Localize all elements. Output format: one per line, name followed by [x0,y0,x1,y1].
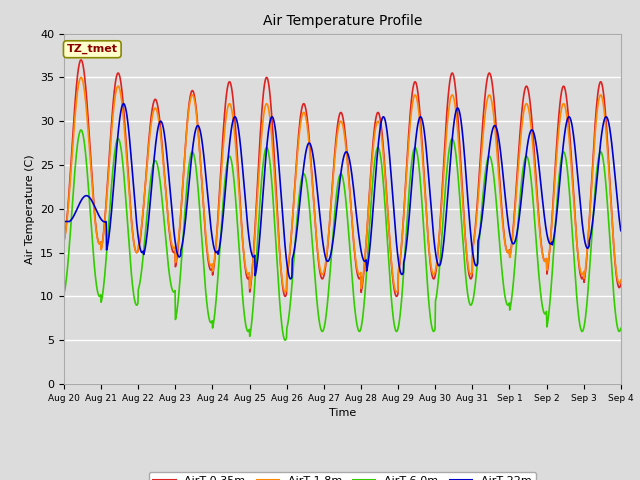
AirT 0.35m [171,249,179,255]
Line: AirT 22m: AirT 22m [64,104,621,279]
AirT 1.8m [77,74,85,80]
AirT 0.35m [392,293,400,299]
AirT 22m [429,232,437,238]
AirT 22m [246,245,254,251]
Text: TZ_tmet: TZ_tmet [67,44,118,54]
AirT 6.0m [171,288,179,294]
Y-axis label: Air Temperature (C): Air Temperature (C) [24,154,35,264]
Line: AirT 0.35m: AirT 0.35m [64,60,621,296]
AirT 1.8m [60,238,68,244]
AirT 6.0m [502,300,510,305]
AirT 6.0m [282,337,289,343]
AirT 1.8m [184,112,192,118]
AirT 6.0m [184,169,192,175]
AirT 6.0m [60,291,68,297]
AirT 22m [502,204,510,209]
AirT 1.8m [429,272,437,277]
AirT 0.35m [429,276,437,282]
Title: Air Temperature Profile: Air Temperature Profile [262,14,422,28]
AirT 1.8m [552,170,559,176]
AirT 0.35m [502,246,510,252]
AirT 6.0m [77,127,85,133]
AirT 0.35m [617,281,625,287]
AirT 6.0m [246,329,254,335]
AirT 0.35m [246,284,254,290]
AirT 6.0m [617,325,625,331]
AirT 22m [287,276,294,282]
Line: AirT 6.0m: AirT 6.0m [64,130,621,340]
AirT 22m [552,223,559,229]
AirT 1.8m [171,245,179,251]
AirT 22m [60,218,68,224]
Line: AirT 1.8m: AirT 1.8m [64,77,621,292]
AirT 1.8m [246,281,254,287]
AirT 1.8m [502,247,510,252]
AirT 0.35m [77,57,85,63]
AirT 0.35m [60,238,68,243]
X-axis label: Time: Time [329,408,356,418]
AirT 6.0m [552,222,559,228]
AirT 22m [184,190,192,195]
AirT 22m [617,228,625,234]
AirT 22m [171,235,179,240]
AirT 0.35m [552,162,559,168]
AirT 1.8m [392,289,400,295]
AirT 22m [120,101,127,107]
AirT 0.35m [184,109,192,115]
AirT 1.8m [617,277,625,283]
AirT 6.0m [429,328,437,334]
Legend: AirT 0.35m, AirT 1.8m, AirT 6.0m, AirT 22m: AirT 0.35m, AirT 1.8m, AirT 6.0m, AirT 2… [149,472,536,480]
